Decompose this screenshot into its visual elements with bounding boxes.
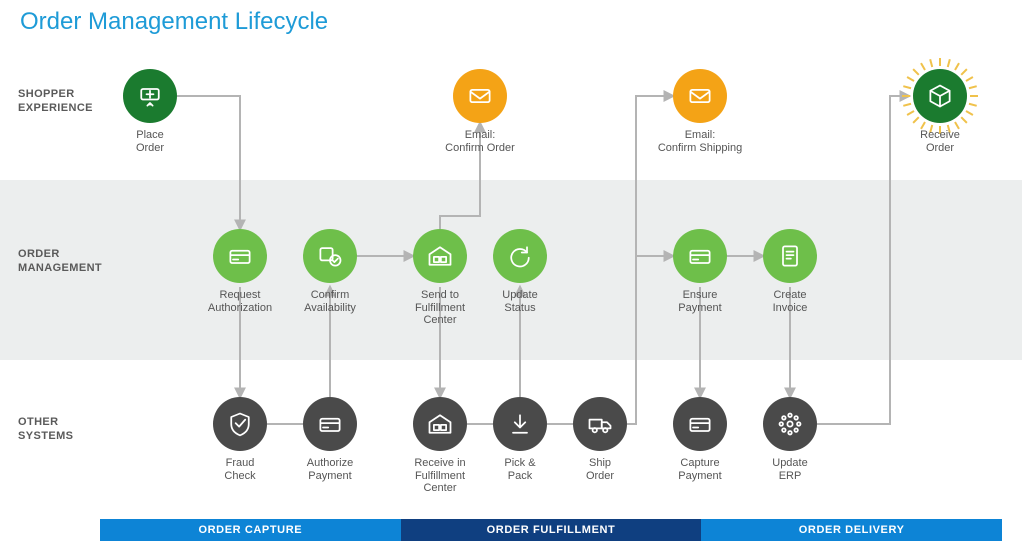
node-update-erp: Update ERP [745, 397, 835, 482]
node-confirm-avail: Confirm Availability [285, 229, 375, 314]
card-icon [673, 397, 727, 451]
node-place-order: Place Order [105, 69, 195, 154]
node-ensure-payment: Ensure Payment [655, 229, 745, 314]
download-icon [493, 397, 547, 451]
node-label: Ship Order [555, 457, 645, 482]
node-ship-order: Ship Order [555, 397, 645, 482]
node-request-auth: Request Authorization [195, 229, 285, 314]
node-label: Authorize Payment [285, 457, 375, 482]
card-icon [673, 229, 727, 283]
erp-icon [763, 397, 817, 451]
node-receive-fulfill: Receive in Fulfillment Center [395, 397, 485, 495]
mail-icon [673, 69, 727, 123]
lane-label-other: OTHER SYSTEMS [18, 416, 128, 444]
buy-icon [123, 69, 177, 123]
diagram-root: Order Management Lifecycle SHOPPER EXPER… [0, 0, 1022, 549]
lane-label-mgmt: ORDER MANAGEMENT [18, 248, 128, 276]
node-create-invoice: Create Invoice [745, 229, 835, 314]
node-label: Pick & Pack [475, 457, 565, 482]
node-email-confirm: Email: Confirm Order [435, 69, 525, 154]
node-receive-order: Receive Order [895, 69, 985, 154]
truck-icon [573, 397, 627, 451]
node-label: Confirm Availability [285, 289, 375, 314]
card-icon [303, 397, 357, 451]
phase-delivery: ORDER DELIVERY [701, 519, 1002, 541]
node-label: Email: Confirm Shipping [655, 129, 745, 154]
node-capture-payment: Capture Payment [655, 397, 745, 482]
node-label: Fraud Check [195, 457, 285, 482]
node-label: Request Authorization [195, 289, 285, 314]
phase-capture: ORDER CAPTURE [100, 519, 401, 541]
node-email-shipping: Email: Confirm Shipping [655, 69, 745, 154]
node-label: Email: Confirm Order [435, 129, 525, 154]
node-label: Receive Order [895, 129, 985, 154]
shield-icon [213, 397, 267, 451]
warehouse-icon [413, 397, 467, 451]
boxcheck-icon [303, 229, 357, 283]
node-fraud-check: Fraud Check [195, 397, 285, 482]
node-label: Send to Fulfillment Center [395, 289, 485, 327]
node-label: Update Status [475, 289, 565, 314]
node-label: Ensure Payment [655, 289, 745, 314]
node-label: Capture Payment [655, 457, 745, 482]
card-icon [213, 229, 267, 283]
invoice-icon [763, 229, 817, 283]
node-update-status: Update Status [475, 229, 565, 314]
node-label: Place Order [105, 129, 195, 154]
package-icon [913, 69, 967, 123]
warehouse-icon [413, 229, 467, 283]
refresh-icon [493, 229, 547, 283]
mail-icon [453, 69, 507, 123]
node-label: Update ERP [745, 457, 835, 482]
node-label: Receive in Fulfillment Center [395, 457, 485, 495]
phase-bar: ORDER CAPTUREORDER FULFILLMENTORDER DELI… [100, 519, 1002, 541]
node-authorize-payment: Authorize Payment [285, 397, 375, 482]
node-send-fulfill: Send to Fulfillment Center [395, 229, 485, 327]
phase-fulfillment: ORDER FULFILLMENT [401, 519, 702, 541]
node-pick-pack: Pick & Pack [475, 397, 565, 482]
page-title: Order Management Lifecycle [20, 8, 328, 36]
node-label: Create Invoice [745, 289, 835, 314]
